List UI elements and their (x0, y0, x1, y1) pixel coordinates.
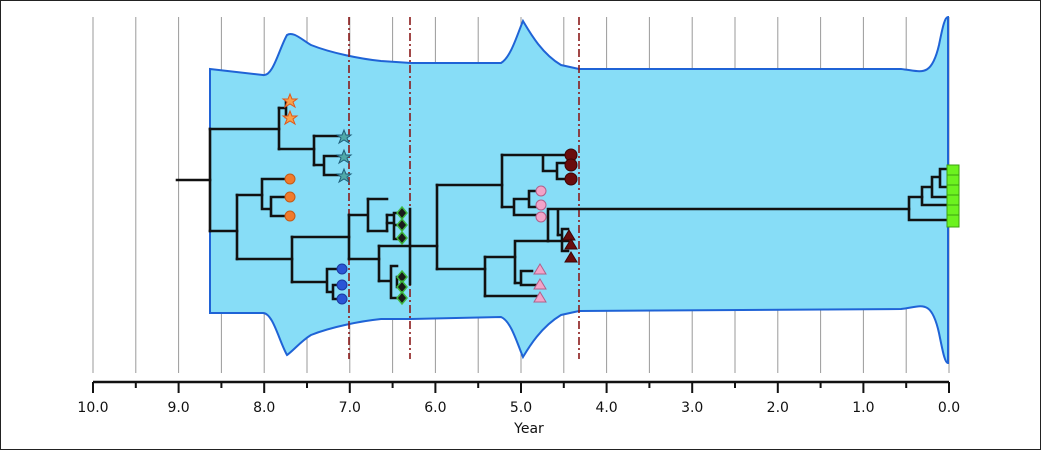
x-tick-label: 6.0 (424, 400, 446, 416)
tip-markers (281, 92, 960, 306)
pink-triangle-markers (533, 263, 547, 303)
dark-red-triangle-markers (562, 229, 578, 263)
pink-circle-markers (535, 185, 547, 223)
x-tick-label: 4.0 (595, 400, 617, 416)
teal-star-markers (335, 128, 353, 184)
x-axis: 10.0 9.0 8.0 7.0 6.0 5.0 4.0 3.0 2.0 1.0 0.0 Year (77, 380, 960, 437)
green-diamond-markers (396, 205, 408, 306)
orange-circle-markers (284, 173, 296, 222)
x-tick-label: 7.0 (339, 400, 361, 416)
x-tick-label: 10.0 (77, 400, 108, 416)
orange-star-markers (281, 92, 299, 126)
x-tick-label: 2.0 (767, 400, 789, 416)
x-tick-label: 9.0 (167, 400, 189, 416)
x-tick-label: 3.0 (681, 400, 703, 416)
dark-red-circle-markers (564, 148, 578, 186)
x-axis-tick-labels: 10.0 9.0 8.0 7.0 6.0 5.0 4.0 3.0 2.0 1.0 0.0 (77, 400, 960, 416)
lime-square-markers (946, 164, 960, 228)
x-tick-label: 1.0 (852, 400, 874, 416)
x-tick-label: 8.0 (253, 400, 275, 416)
blue-circle-markers (336, 263, 348, 305)
marker-lines (348, 17, 580, 359)
x-tick-label: 5.0 (510, 400, 532, 416)
x-tick-label: 0.0 (938, 400, 960, 416)
x-axis-ticks (92, 382, 950, 393)
phylogenetic-tree (175, 99, 951, 301)
x-axis-title: Year (513, 421, 544, 437)
